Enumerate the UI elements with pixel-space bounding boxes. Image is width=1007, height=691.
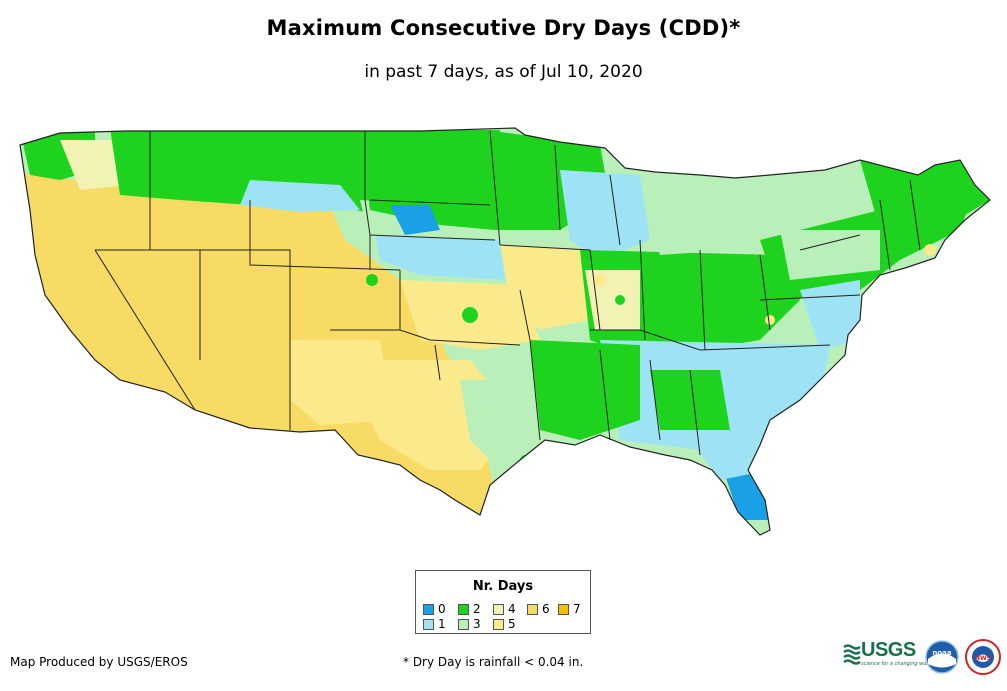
map-title: Maximum Consecutive Dry Days (CDD)* (266, 16, 741, 40)
region-montana-1 (240, 180, 360, 212)
map-credit: Map Produced by USGS/EROS (10, 655, 188, 669)
region-south-2 (530, 340, 640, 440)
region-nw-4 (60, 140, 130, 190)
region-wisconsin-1 (560, 170, 650, 260)
region-newengland-2 (860, 160, 990, 230)
region-sd-0 (390, 205, 440, 235)
legend-item-3: 3 (458, 617, 481, 631)
region-texas-3 (460, 380, 545, 470)
legend-swatch (458, 619, 469, 630)
legend-item-1: 1 (423, 617, 446, 631)
region-michigan-3 (640, 180, 730, 255)
legend-swatch (458, 604, 469, 615)
map-subtitle: in past 7 days, as of Jul 10, 2020 (364, 62, 643, 82)
legend-box: Nr. Days 0 2 4 6 7 1 3 5 (415, 570, 591, 634)
dry-day-footnote: * Dry Day is rainfall < 0.04 in. (403, 655, 584, 669)
speckle-layer-yellow (594, 244, 936, 325)
legend-item-0: 0 (423, 602, 446, 616)
legend-item-5: 5 (493, 617, 516, 631)
usgs-wave-icon (843, 644, 861, 665)
legend-swatch (423, 604, 434, 615)
legend-swatch (493, 619, 504, 630)
noaa-logo-icon: noaa (925, 640, 959, 674)
legend-title: Nr. Days (472, 579, 534, 594)
legend-item-4: 4 (493, 602, 516, 616)
usgs-logo: USGS (861, 639, 916, 661)
legend-swatch (558, 604, 569, 615)
region-georgia-2 (650, 370, 730, 430)
region-ny-3 (780, 230, 880, 280)
usgs-tagline: science for a changing world (861, 661, 933, 667)
region-iowa-5 (500, 245, 590, 330)
legend-item-2: 2 (458, 602, 481, 616)
region-newmexico-5 (290, 340, 395, 425)
svg-text:noaa: noaa (932, 649, 952, 657)
legend-swatch (423, 619, 434, 630)
nws-logo-icon: NWS (965, 639, 1001, 675)
state-boundaries (19, 127, 991, 536)
legend-swatch (493, 604, 504, 615)
svg-text:NWS: NWS (975, 655, 991, 662)
region-nebraska-1 (375, 235, 505, 280)
legend-item-7: 7 (558, 602, 581, 616)
legend-item-6: 6 (527, 602, 550, 616)
legend-swatch (527, 604, 538, 615)
agency-logos: USGS science for a changing world noaa N… (843, 639, 1007, 679)
